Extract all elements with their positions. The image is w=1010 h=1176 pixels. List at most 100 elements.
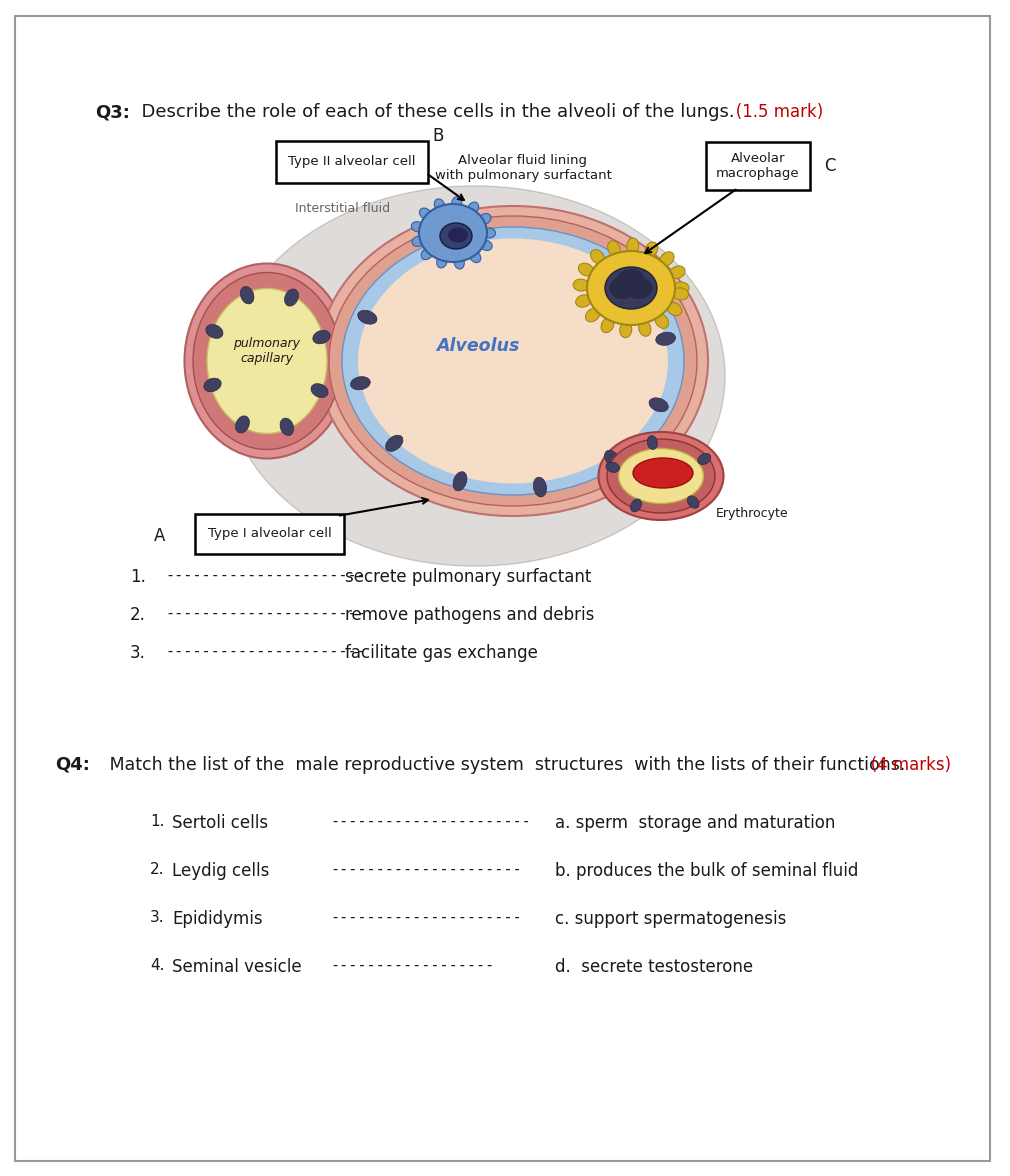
Ellipse shape [204, 379, 221, 392]
Ellipse shape [434, 199, 444, 212]
Ellipse shape [440, 223, 472, 249]
Text: Erythrocyte: Erythrocyte [716, 508, 789, 521]
Ellipse shape [698, 454, 711, 465]
Text: ----------------------: ---------------------- [165, 606, 366, 621]
Ellipse shape [329, 216, 697, 506]
Ellipse shape [655, 332, 676, 346]
Text: 4.: 4. [150, 958, 165, 973]
Text: d.  secrete testosterone: d. secrete testosterone [556, 958, 753, 976]
Text: ------------------: ------------------ [330, 958, 494, 973]
Ellipse shape [667, 302, 682, 315]
Ellipse shape [193, 273, 341, 449]
Ellipse shape [419, 208, 431, 220]
Text: 2.: 2. [130, 606, 145, 624]
Ellipse shape [358, 310, 377, 325]
Ellipse shape [630, 499, 641, 512]
FancyBboxPatch shape [15, 16, 990, 1161]
Text: Alveolar
macrophage: Alveolar macrophage [716, 152, 800, 180]
Ellipse shape [627, 238, 638, 254]
Ellipse shape [673, 282, 689, 294]
Text: ---------------------: --------------------- [330, 862, 521, 877]
Ellipse shape [412, 236, 425, 247]
Text: Leydig cells: Leydig cells [172, 862, 270, 880]
Ellipse shape [638, 321, 651, 336]
Ellipse shape [468, 202, 479, 214]
Ellipse shape [609, 278, 637, 299]
Ellipse shape [411, 222, 424, 232]
Ellipse shape [599, 432, 723, 520]
Ellipse shape [573, 279, 589, 292]
Ellipse shape [623, 270, 640, 287]
Text: 1.: 1. [130, 568, 145, 586]
Ellipse shape [280, 417, 294, 435]
Text: ----------------------: ---------------------- [165, 644, 366, 659]
Ellipse shape [470, 250, 481, 262]
Text: B: B [432, 127, 443, 145]
Ellipse shape [606, 462, 619, 473]
Ellipse shape [313, 330, 330, 343]
Ellipse shape [240, 287, 254, 303]
Ellipse shape [479, 214, 491, 225]
Text: remove pathogens and debris: remove pathogens and debris [345, 606, 594, 624]
Ellipse shape [386, 435, 403, 452]
Ellipse shape [533, 477, 546, 497]
Ellipse shape [207, 288, 327, 434]
Text: 1.: 1. [150, 814, 165, 829]
Ellipse shape [235, 416, 249, 433]
Ellipse shape [605, 267, 656, 309]
Ellipse shape [358, 239, 668, 483]
Ellipse shape [633, 457, 693, 488]
Ellipse shape [421, 248, 433, 260]
Text: 2.: 2. [150, 862, 165, 877]
Ellipse shape [448, 227, 468, 242]
Ellipse shape [350, 376, 371, 390]
Ellipse shape [687, 496, 699, 508]
Ellipse shape [480, 240, 492, 250]
FancyBboxPatch shape [706, 142, 810, 191]
Ellipse shape [579, 263, 594, 276]
Ellipse shape [206, 325, 223, 339]
Ellipse shape [587, 250, 675, 325]
Text: ----------------------: ---------------------- [165, 568, 366, 583]
Ellipse shape [285, 289, 299, 306]
Ellipse shape [591, 249, 605, 263]
Text: Describe the role of each of these cells in the alveoli of the lungs.: Describe the role of each of these cells… [130, 103, 734, 121]
Ellipse shape [649, 397, 669, 412]
Text: Q4:: Q4: [55, 756, 90, 774]
Text: facilitate gas exchange: facilitate gas exchange [345, 644, 538, 662]
Ellipse shape [225, 186, 725, 566]
Text: (1.5 mark): (1.5 mark) [720, 103, 823, 121]
Text: 3.: 3. [150, 910, 165, 926]
Ellipse shape [605, 450, 621, 468]
Text: A: A [155, 527, 166, 544]
Text: Match the list of the  male reproductive system  structures  with the lists of t: Match the list of the male reproductive … [93, 756, 905, 774]
Text: secrete pulmonary surfactant: secrete pulmonary surfactant [345, 568, 592, 586]
Text: C: C [824, 158, 835, 175]
Ellipse shape [608, 241, 620, 256]
Text: Epididymis: Epididymis [172, 910, 263, 928]
Text: 3.: 3. [130, 644, 145, 662]
Ellipse shape [483, 228, 496, 238]
FancyBboxPatch shape [195, 514, 344, 554]
Ellipse shape [660, 252, 674, 266]
Text: ----------------------: ---------------------- [330, 814, 530, 829]
Ellipse shape [318, 206, 708, 516]
Text: Q3:: Q3: [95, 103, 130, 121]
Ellipse shape [625, 278, 653, 299]
Ellipse shape [454, 256, 465, 269]
Ellipse shape [576, 295, 591, 307]
Ellipse shape [647, 435, 658, 449]
Text: pulmonary
capillary: pulmonary capillary [233, 338, 301, 365]
Text: Type I alveolar cell: Type I alveolar cell [208, 528, 331, 541]
Ellipse shape [419, 203, 487, 262]
Ellipse shape [645, 242, 658, 258]
Ellipse shape [436, 255, 447, 268]
Ellipse shape [586, 308, 600, 322]
Ellipse shape [620, 322, 632, 338]
Ellipse shape [670, 266, 685, 279]
Ellipse shape [342, 227, 684, 495]
Ellipse shape [654, 314, 669, 328]
Ellipse shape [311, 383, 328, 397]
Text: a. sperm  storage and maturation: a. sperm storage and maturation [556, 814, 835, 831]
Ellipse shape [601, 318, 614, 333]
